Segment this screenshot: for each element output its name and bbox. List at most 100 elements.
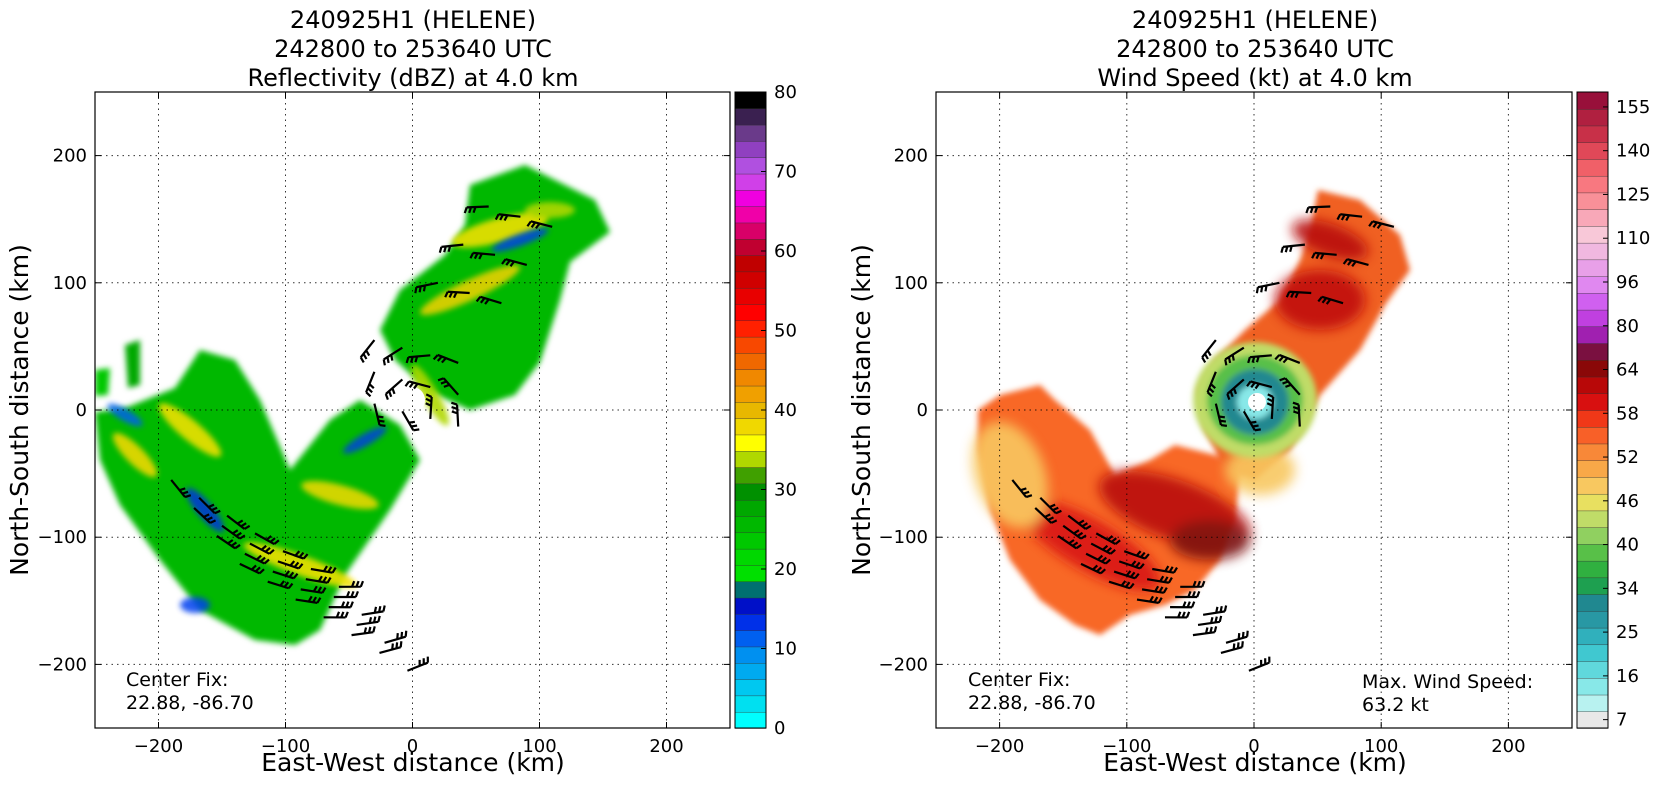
wind-barb bbox=[1062, 524, 1087, 540]
y-axis-label: North-South distance (km) bbox=[847, 244, 876, 576]
wind-barb bbox=[1274, 353, 1301, 364]
wind-barb bbox=[414, 281, 439, 294]
colorbar-label: 80 bbox=[774, 82, 797, 103]
colorbar-swatch bbox=[1576, 158, 1609, 177]
colorbar-swatch bbox=[734, 499, 767, 517]
wind-barb bbox=[365, 371, 376, 398]
wind-barb bbox=[1214, 403, 1228, 427]
max-wind-value: 63.2 kt bbox=[1362, 694, 1429, 716]
echo-weak-blue bbox=[180, 597, 210, 613]
colorbar-swatch bbox=[1576, 610, 1609, 629]
colorbar-label: 10 bbox=[774, 639, 797, 660]
colorbar-swatch bbox=[1576, 426, 1609, 445]
colorbar-swatch bbox=[1576, 493, 1609, 512]
rainband-yellow bbox=[419, 265, 521, 315]
wind-barb bbox=[1152, 565, 1178, 574]
title-line-2: 242800 to 253640 UTC bbox=[274, 35, 552, 63]
max-wind-label: Max. Wind Speed: bbox=[1362, 671, 1533, 693]
wind-barb bbox=[1247, 354, 1272, 364]
wind-barb bbox=[221, 524, 246, 540]
wind-barb bbox=[1146, 575, 1173, 584]
x-tick-label: −100 bbox=[1102, 736, 1151, 757]
colorbar-swatch bbox=[1576, 526, 1609, 545]
wind-barb bbox=[1197, 615, 1223, 627]
reflectivity-field bbox=[95, 165, 610, 672]
wind-barb bbox=[351, 626, 376, 637]
wind-barb bbox=[526, 220, 553, 230]
wind-barb bbox=[310, 565, 337, 574]
colorbar-swatch bbox=[734, 711, 767, 729]
y-tick-label: 200 bbox=[894, 146, 928, 167]
colorbar-swatch bbox=[734, 189, 767, 207]
colorbar-swatch bbox=[734, 385, 767, 403]
echo-weak-blue bbox=[491, 228, 549, 252]
colorbar-swatch bbox=[1576, 460, 1609, 478]
x-tick-label: 0 bbox=[1248, 736, 1259, 757]
colorbar-swatch bbox=[1576, 192, 1609, 210]
colorbar-swatch bbox=[1576, 694, 1609, 712]
colorbar-swatch bbox=[1576, 225, 1609, 244]
colorbar-swatch bbox=[1576, 108, 1609, 127]
wind-barb bbox=[1255, 281, 1280, 294]
wind-barb bbox=[272, 570, 299, 580]
y-tick-label: −100 bbox=[38, 527, 87, 548]
colorbar-label: 52 bbox=[1616, 447, 1639, 468]
wind-barb bbox=[384, 630, 408, 644]
colorbar-label: 64 bbox=[1616, 360, 1639, 381]
axis-ticks: −200 −100 0 100 200 −200 −100 0 100 200 bbox=[38, 92, 730, 757]
wind-speed-colorbar: 7 16 25 34 40 46 52 58 64 80 96 110 125 140 155 bbox=[1576, 91, 1650, 731]
colorbar-swatch bbox=[1576, 208, 1609, 227]
wind-barb bbox=[444, 290, 470, 299]
wind-speed-field bbox=[972, 190, 1410, 672]
reflectivity-colorbar: 0 10 20 30 40 50 60 70 80 bbox=[734, 82, 797, 739]
wind-barb bbox=[1226, 378, 1245, 401]
wind-barb bbox=[1170, 601, 1196, 609]
colorbar-swatch bbox=[734, 303, 767, 322]
x-tick-label: −200 bbox=[975, 736, 1024, 757]
wind-barb bbox=[300, 585, 327, 594]
colorbar-swatch bbox=[734, 352, 767, 370]
y-tick-label: −200 bbox=[38, 654, 87, 675]
wind-barb bbox=[254, 532, 280, 546]
colorbar-swatch bbox=[1576, 309, 1609, 328]
wind-barb bbox=[1342, 258, 1369, 267]
wind-barb bbox=[1201, 339, 1217, 364]
echo-region-w-fragment bbox=[125, 340, 140, 388]
colorbar-swatch bbox=[1576, 275, 1609, 294]
colorbar-swatch bbox=[1576, 175, 1609, 194]
colorbar-swatch bbox=[734, 369, 767, 387]
wind-barb bbox=[249, 542, 275, 555]
wind-barb bbox=[1085, 552, 1111, 565]
colorbar-swatch bbox=[1576, 476, 1609, 495]
wind-barb bbox=[438, 243, 464, 253]
wind-barb bbox=[277, 560, 304, 570]
wind-barb bbox=[1039, 496, 1062, 515]
wind-barb bbox=[494, 213, 521, 222]
colorbar-label: 40 bbox=[774, 400, 797, 421]
wind-barb bbox=[1280, 243, 1305, 253]
wind-barb bbox=[328, 601, 354, 609]
y-tick-label: −200 bbox=[879, 654, 928, 675]
colorbar-swatch bbox=[734, 662, 767, 680]
wind-barb bbox=[451, 401, 460, 427]
x-tick-label: −200 bbox=[134, 736, 183, 757]
wind-barb bbox=[1141, 585, 1168, 594]
wind-barb bbox=[239, 562, 265, 575]
axis-ticks: −200 −100 0 100 200 −200 −100 0 100 200 bbox=[879, 92, 1572, 757]
wind-barb bbox=[1113, 570, 1140, 580]
colorbar-label: 80 bbox=[1616, 316, 1639, 337]
wind-barb bbox=[425, 393, 433, 419]
wind-barb bbox=[1311, 251, 1337, 260]
wind-barb bbox=[1368, 220, 1395, 230]
wind-barb bbox=[1095, 532, 1121, 546]
wind-barb bbox=[170, 479, 192, 499]
wind-barb bbox=[1192, 626, 1218, 637]
wind-moderate bbox=[972, 421, 1048, 529]
colorbar-swatch bbox=[1576, 409, 1609, 428]
wind-barb bbox=[1108, 580, 1135, 590]
colorbar-frame bbox=[1576, 91, 1609, 729]
wind-barb bbox=[379, 641, 403, 655]
colorbar-swatch bbox=[734, 173, 767, 191]
colorbar-swatch bbox=[734, 238, 767, 256]
x-tick-label: 0 bbox=[407, 736, 418, 757]
